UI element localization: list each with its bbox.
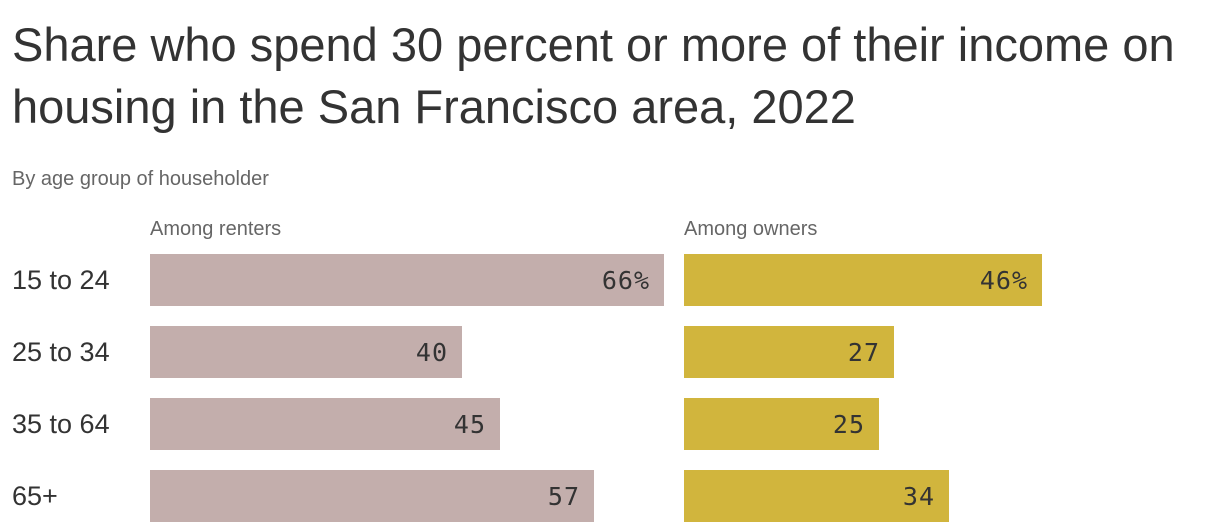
data-label: 45 <box>453 409 486 439</box>
bar: 27 <box>684 326 894 378</box>
data-label: 66% <box>601 265 650 295</box>
category-label: 25 to 34 <box>12 337 110 367</box>
bar: 66% <box>150 254 664 306</box>
panel-label: Among renters <box>150 218 282 240</box>
chart-subtitle: By age group of householder <box>12 168 269 190</box>
bar: 25 <box>684 398 879 450</box>
bar: 46% <box>684 254 1042 306</box>
bar: 45 <box>150 398 500 450</box>
bar: 40 <box>150 326 462 378</box>
data-label: 40 <box>415 337 448 367</box>
data-label: 27 <box>847 337 880 367</box>
chart-title: Share who spend 30 percent or more of th… <box>12 18 1175 133</box>
bar: 34 <box>684 470 949 522</box>
data-label: 57 <box>547 481 580 511</box>
category-label: 35 to 64 <box>12 409 110 439</box>
data-label: 25 <box>832 409 865 439</box>
panel-label: Among owners <box>684 218 818 240</box>
data-label: 34 <box>902 481 935 511</box>
category-label: 15 to 24 <box>12 265 110 295</box>
bar: 57 <box>150 470 594 522</box>
data-label: 46% <box>979 265 1028 295</box>
category-label: 65+ <box>12 481 58 511</box>
